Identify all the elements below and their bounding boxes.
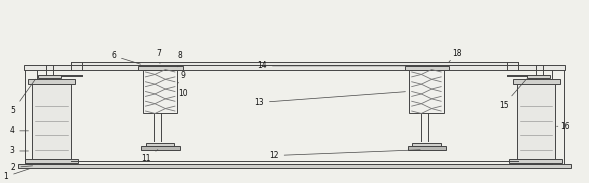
- Text: 12: 12: [269, 150, 420, 160]
- Text: 10: 10: [177, 89, 187, 101]
- Bar: [71, 62, 518, 65]
- Bar: [146, 143, 174, 146]
- Text: 16: 16: [557, 122, 570, 131]
- Bar: [409, 70, 444, 113]
- Bar: [513, 79, 560, 84]
- Text: 18: 18: [449, 48, 461, 62]
- Text: 6: 6: [111, 51, 140, 64]
- Bar: [412, 143, 441, 146]
- Bar: [527, 75, 550, 78]
- Bar: [38, 75, 61, 78]
- Bar: [32, 82, 71, 159]
- Text: 4: 4: [9, 126, 28, 135]
- Bar: [28, 79, 75, 84]
- Text: 5: 5: [11, 79, 35, 115]
- Bar: [25, 159, 78, 163]
- Text: 1: 1: [4, 169, 30, 181]
- Bar: [141, 146, 180, 150]
- Bar: [509, 159, 562, 163]
- Text: 9: 9: [177, 70, 185, 84]
- Text: 11: 11: [141, 150, 158, 163]
- Bar: [408, 146, 446, 150]
- Bar: [24, 65, 565, 70]
- Bar: [405, 66, 449, 70]
- Bar: [18, 164, 571, 168]
- Bar: [517, 82, 555, 159]
- Text: 8: 8: [177, 51, 182, 67]
- Bar: [143, 70, 177, 113]
- Text: 13: 13: [254, 92, 405, 107]
- Text: 15: 15: [499, 79, 527, 110]
- Text: 7: 7: [157, 48, 161, 64]
- Text: 3: 3: [9, 146, 28, 156]
- Bar: [138, 66, 183, 70]
- Text: 14: 14: [257, 61, 406, 70]
- Text: 2: 2: [11, 163, 32, 172]
